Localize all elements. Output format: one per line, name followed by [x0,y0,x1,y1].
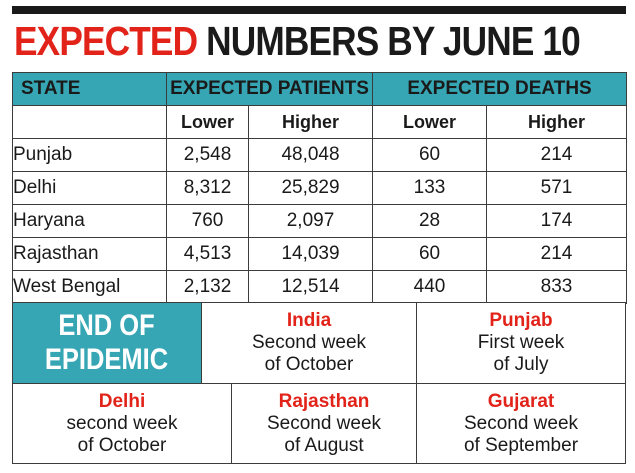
patients-lower: 2,132 [166,270,249,304]
top-rule [12,6,626,14]
headline-highlight: EXPECTED [14,18,198,64]
epidemic-entry-punjab: Punjab First week of July [416,302,626,384]
patients-higher-header: Higher [247,105,374,139]
patients-higher: 2,097 [247,204,374,238]
epidemic-month: of October [77,434,167,456]
subheader-row: Lower Higher Lower Higher [12,105,628,139]
patients-higher: 48,048 [247,138,374,172]
epidemic-place: Rajasthan [278,390,370,412]
deaths-higher: 174 [486,204,628,238]
epidemic-week: Second week [251,332,367,353]
table-row: West Bengal 2,132 12,514 440 833 [12,270,628,304]
deaths-higher: 214 [486,138,628,172]
deaths-higher: 571 [486,171,628,205]
patients-lower: 8,312 [166,171,249,205]
patients-lower: 4,513 [166,237,249,271]
end-of-epidemic-title: END OF EPIDEMIC [45,309,169,376]
epidemic-week: second week [66,412,178,434]
epidemic-entry-delhi: Delhi second week of October [12,383,232,464]
state-name: Punjab [12,138,167,172]
state-name: Haryana [12,204,167,238]
patients-lower: 760 [166,204,249,238]
epidemic-week: Second week [266,412,382,434]
epidemic-week: Second week [463,412,579,434]
table-row: Delhi 8,312 25,829 133 571 [12,171,628,205]
deaths-lower-header: Lower [372,105,488,139]
epidemic-place: Punjab [489,310,553,331]
table-row: Punjab 2,548 48,048 60 214 [12,138,628,172]
deaths-lower: 60 [372,138,488,172]
headline-rest: NUMBERS BY JUNE 10 [206,18,581,64]
patients-higher: 25,829 [247,171,374,205]
deaths-higher: 833 [486,270,628,304]
patients-lower-header: Lower [166,105,249,139]
expected-patients-header: EXPECTED PATIENTS [165,72,374,106]
patients-lower: 2,548 [166,138,249,172]
table-row: Rajasthan 4,513 14,039 60 214 [12,237,628,271]
epidemic-week: First week [477,332,565,353]
deaths-lower: 60 [372,237,488,271]
deaths-lower: 133 [372,171,488,205]
deaths-lower: 28 [372,204,488,238]
patients-higher: 12,514 [247,270,374,304]
header-row: STATE EXPECTED PATIENTS EXPECTED DEATHS [12,72,628,106]
deaths-lower: 440 [372,270,488,304]
epidemic-entry-india: India Second week of October [201,302,417,384]
state-name: West Bengal [12,270,167,304]
headline: EXPECTED NUMBERS BY JUNE 10 [14,16,581,66]
epidemic-place: India [286,310,332,331]
deaths-higher: 214 [486,237,628,271]
deaths-higher-header: Higher [486,105,628,139]
expected-deaths-header: EXPECTED DEATHS [372,72,628,106]
state-name: Delhi [12,171,167,205]
epidemic-month: of July [493,354,549,375]
epidemic-month: of August [284,434,364,456]
state-header: STATE [12,72,167,106]
table-row: Haryana 760 2,097 28 174 [12,204,628,238]
epidemic-place: Delhi [98,390,146,412]
state-name: Rajasthan [12,237,167,271]
epidemic-month: of October [264,354,354,375]
end-of-epidemic-box: END OF EPIDEMIC [12,302,202,384]
subheader-blank [12,105,167,139]
epidemic-entry-rajasthan: Rajasthan Second week of August [231,383,417,464]
epidemic-month: of September [463,434,579,456]
expected-numbers-table: STATE EXPECTED PATIENTS EXPECTED DEATHS … [12,72,628,304]
epidemic-place: Gujarat [487,390,555,412]
patients-higher: 14,039 [247,237,374,271]
epidemic-entry-gujarat: Gujarat Second week of September [416,383,626,464]
